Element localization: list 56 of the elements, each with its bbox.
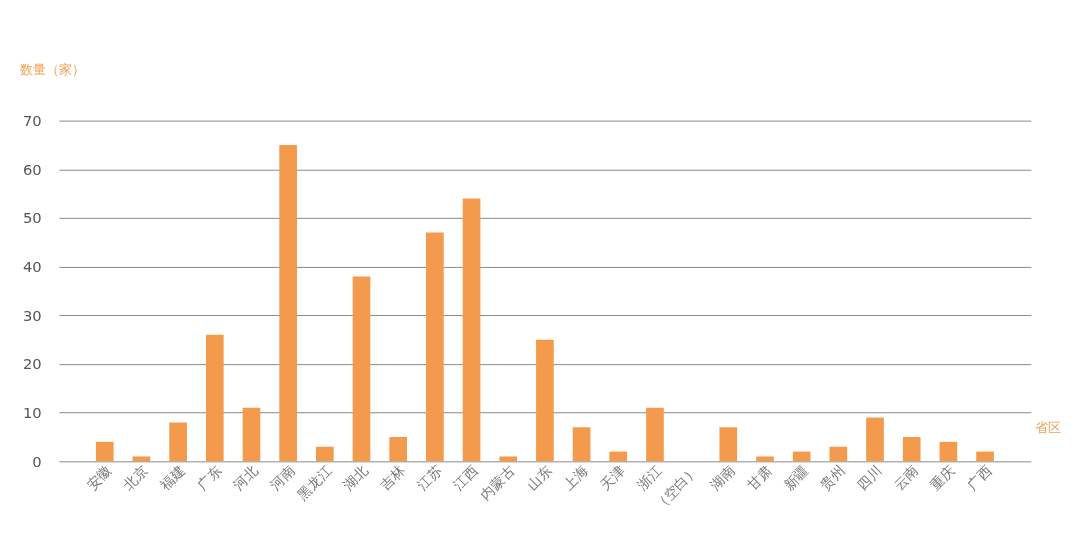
x-tick-label: 浙江: [633, 462, 665, 494]
bar: [902, 437, 921, 462]
y-tick-label: 70: [22, 112, 42, 130]
x-tick-label: 湖南: [706, 462, 739, 494]
bar: [132, 456, 151, 462]
x-tick-label: 上海: [560, 462, 592, 494]
x-tick-label: 云南: [890, 462, 922, 494]
x-tick-label: 吉林: [376, 462, 408, 494]
y-tick-label: 30: [22, 306, 42, 324]
x-tick-label: 天津: [596, 462, 629, 494]
x-tick-label: 广东: [193, 462, 225, 494]
bar: [279, 144, 297, 462]
bar: [866, 417, 884, 462]
bar: [169, 422, 187, 462]
x-tick-label: 山东: [523, 462, 555, 494]
x-tick-label: 广西: [963, 462, 995, 494]
x-tick-label: 贵州: [816, 462, 849, 494]
bar: [939, 441, 958, 462]
bar: [719, 427, 738, 462]
y-tick-label: 40: [22, 258, 42, 276]
x-tick-label: 重庆: [927, 462, 959, 494]
bar: [242, 407, 261, 462]
bar: [352, 276, 371, 462]
y-tick-label: 50: [22, 209, 42, 227]
x-tick-label: 江西: [450, 462, 482, 494]
bar: [646, 407, 664, 462]
bar: [316, 446, 334, 462]
bar: [572, 427, 591, 462]
y-tick-label: 60: [22, 160, 42, 178]
x-tick-label: 河南: [266, 462, 298, 494]
bar: [389, 437, 408, 462]
x-tick-label: 江苏: [413, 462, 445, 494]
y-tick-label: 0: [32, 452, 42, 470]
bar: [95, 441, 114, 462]
bar: [609, 451, 628, 462]
y-axis-title: 数量（家）: [20, 62, 86, 78]
bar: [426, 232, 444, 462]
bar: [462, 198, 481, 462]
bar: [205, 334, 224, 462]
x-tick-label: 新疆: [780, 462, 812, 494]
x-tick-label: 安徽: [83, 462, 115, 494]
x-tick-label: 河北: [230, 462, 262, 494]
bar: [499, 456, 518, 462]
bar: [829, 446, 848, 462]
bar: [756, 456, 774, 462]
bar: [792, 451, 811, 462]
bar: [536, 339, 554, 462]
x-tick-label: 北京: [120, 462, 152, 494]
x-tick-label: 福建: [156, 462, 188, 494]
y-tick-label: 20: [22, 355, 42, 373]
x-tick-label: 湖北: [340, 462, 372, 494]
x-tick-label: 甘肃: [743, 462, 775, 494]
bar: [976, 451, 994, 462]
x-tick-label: 四川: [853, 462, 885, 494]
y-tick-label: 10: [22, 404, 42, 422]
x-axis-title: 省区: [1034, 420, 1061, 436]
